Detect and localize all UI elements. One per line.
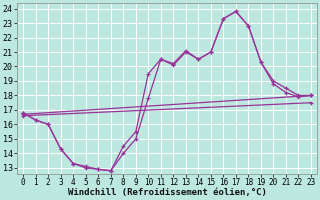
X-axis label: Windchill (Refroidissement éolien,°C): Windchill (Refroidissement éolien,°C) (68, 188, 267, 197)
